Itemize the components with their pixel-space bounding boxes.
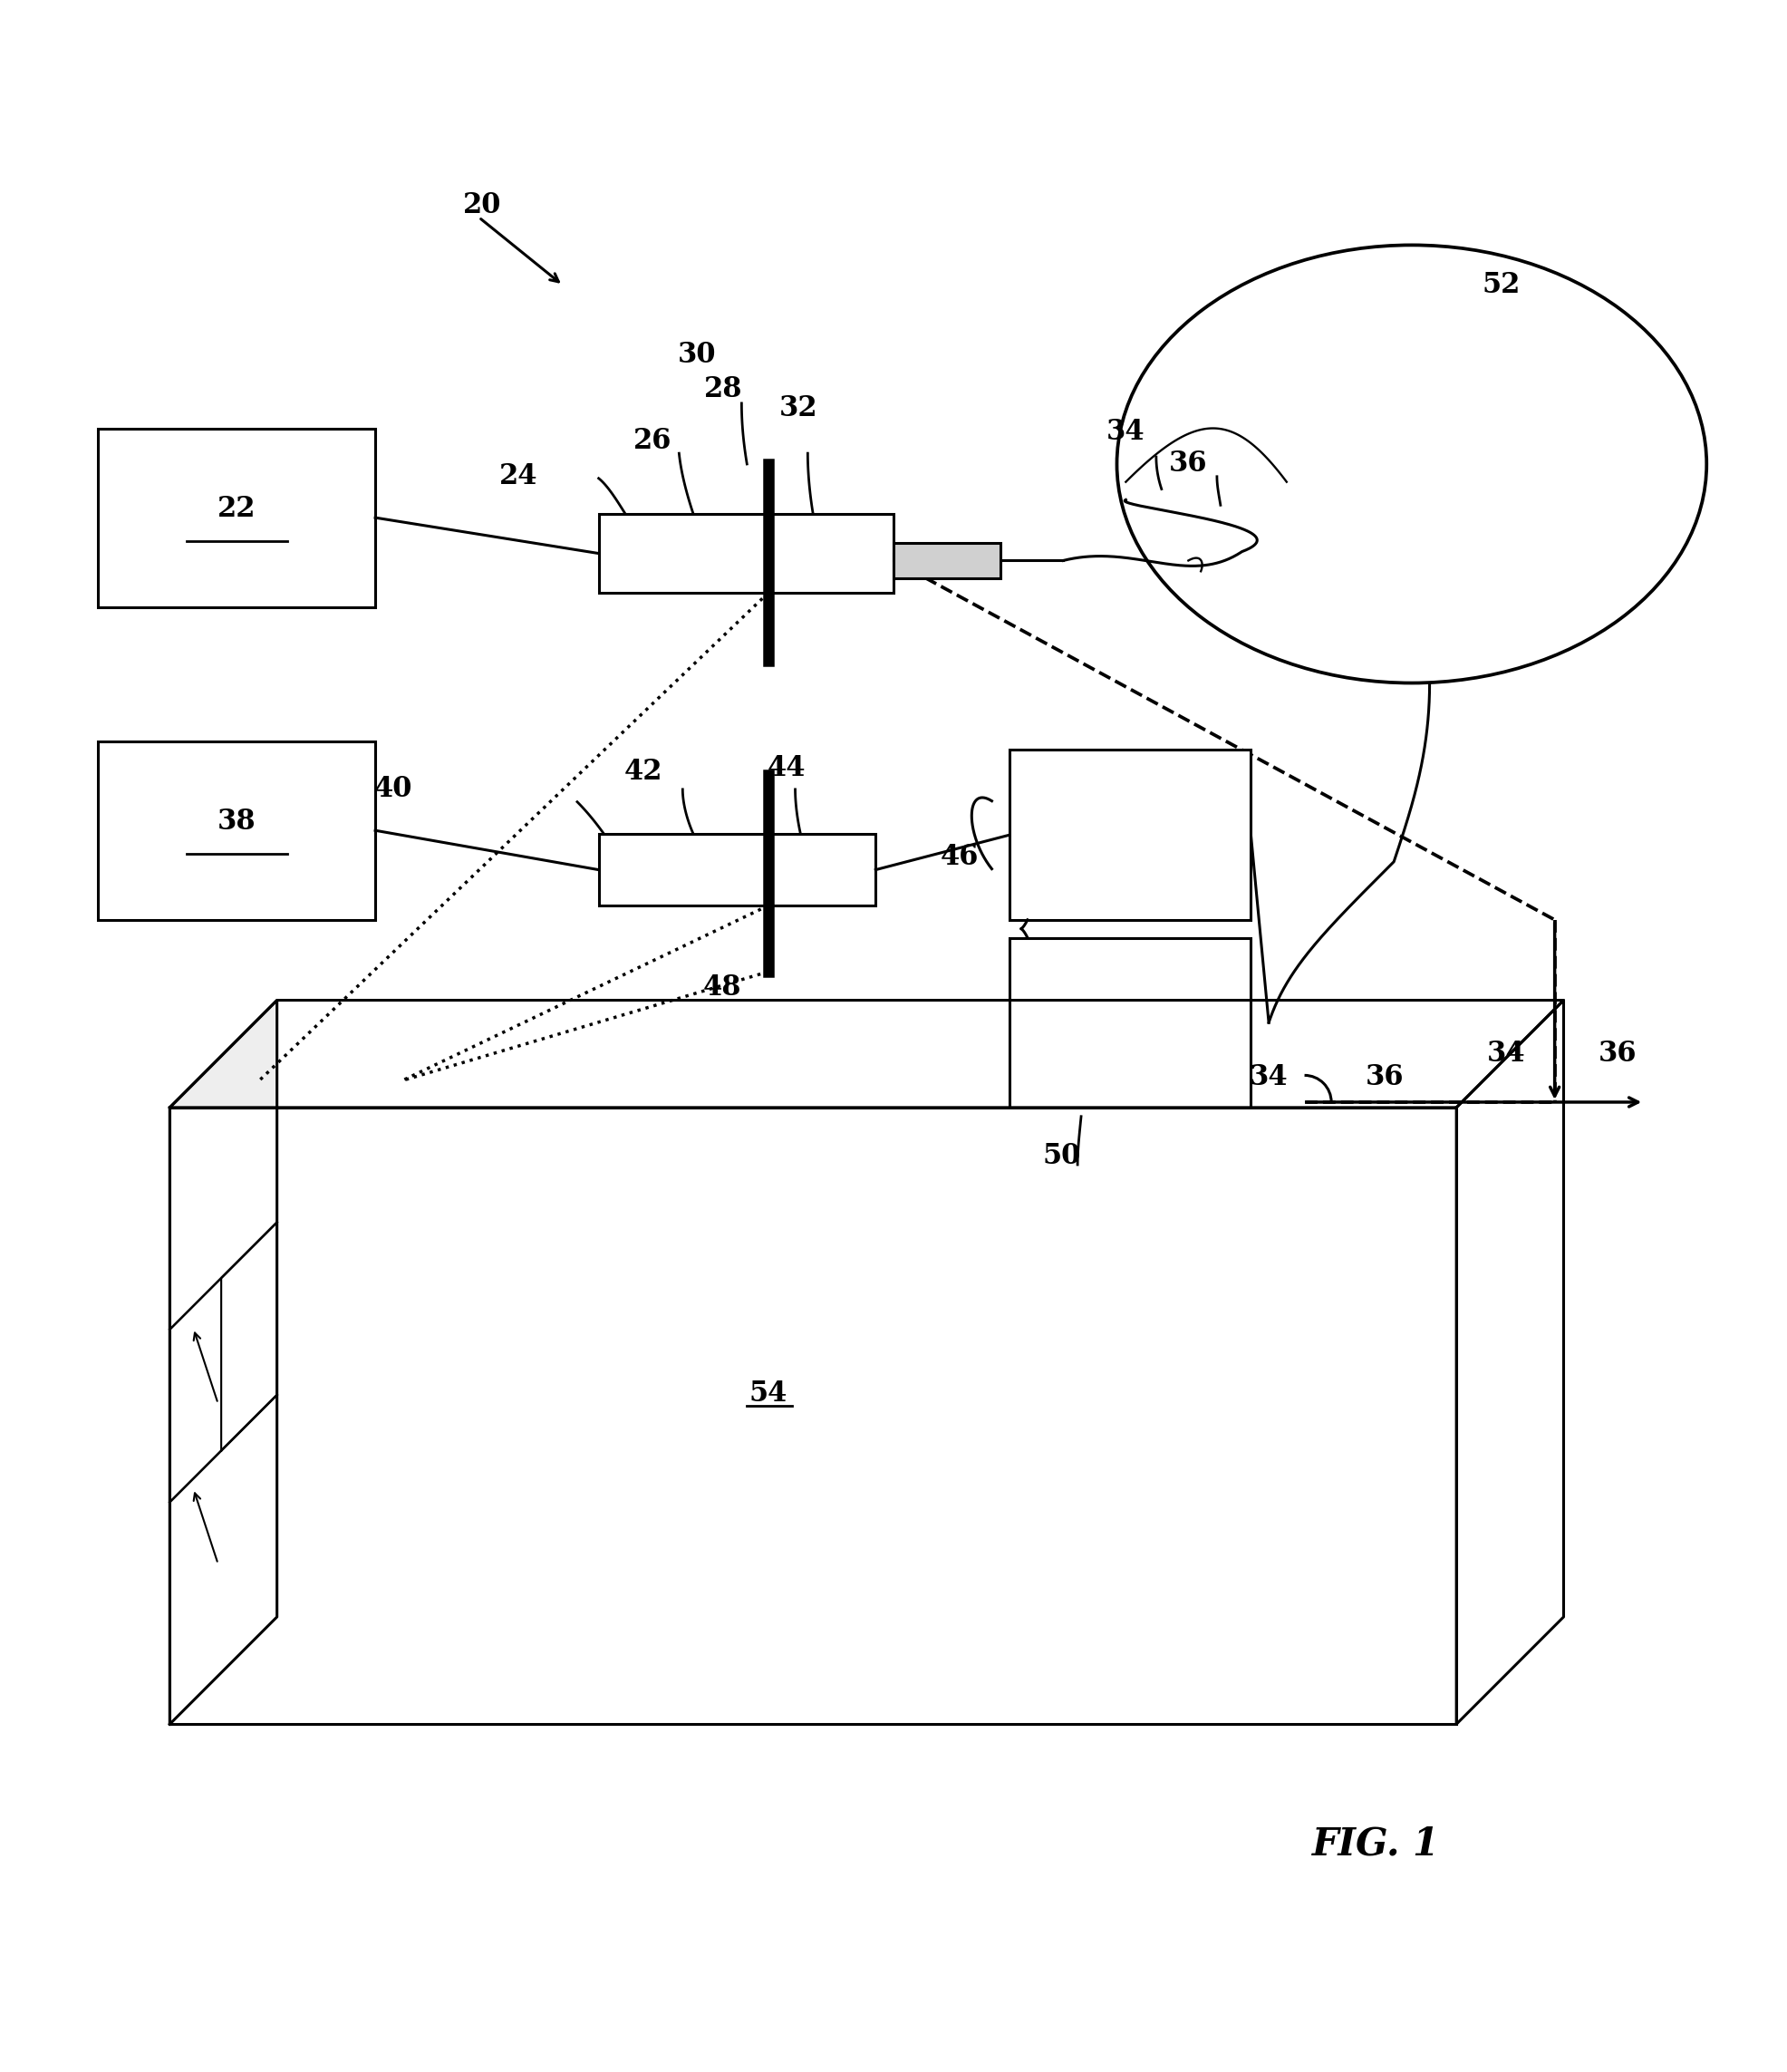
Text: 34: 34: [1249, 1063, 1288, 1092]
Bar: [170, 1109, 1456, 1724]
Text: 20: 20: [463, 191, 502, 220]
Text: 22: 22: [218, 495, 256, 522]
Text: 40: 40: [373, 775, 413, 804]
Text: 36: 36: [1169, 450, 1208, 479]
Bar: [599, 514, 768, 593]
Bar: [1010, 750, 1251, 920]
Bar: [768, 835, 876, 905]
Text: 30: 30: [677, 342, 717, 369]
Text: 52: 52: [1481, 271, 1521, 298]
Text: 50: 50: [1042, 1142, 1081, 1171]
Polygon shape: [170, 1001, 1564, 1109]
Text: 26: 26: [633, 427, 672, 456]
Text: 24: 24: [499, 462, 538, 491]
Text: 32: 32: [779, 394, 818, 423]
Bar: [98, 429, 375, 607]
Bar: [768, 514, 894, 593]
Bar: [1010, 939, 1251, 1117]
Polygon shape: [1456, 1001, 1564, 1724]
Text: 48: 48: [702, 974, 742, 1001]
Text: FIG. 1: FIG. 1: [1312, 1825, 1440, 1863]
Bar: [894, 543, 1001, 578]
Text: 46: 46: [940, 843, 979, 872]
Polygon shape: [170, 1001, 277, 1724]
Text: 36: 36: [1598, 1040, 1637, 1067]
Text: 34: 34: [1487, 1040, 1526, 1067]
Text: 42: 42: [624, 758, 663, 785]
Text: 44: 44: [767, 754, 806, 781]
Text: 34: 34: [1106, 419, 1145, 445]
Text: 36: 36: [1365, 1063, 1405, 1092]
Text: 28: 28: [704, 375, 743, 404]
Bar: [599, 835, 768, 905]
Text: 54: 54: [749, 1380, 788, 1407]
Bar: [98, 742, 375, 920]
Text: 38: 38: [218, 808, 256, 835]
